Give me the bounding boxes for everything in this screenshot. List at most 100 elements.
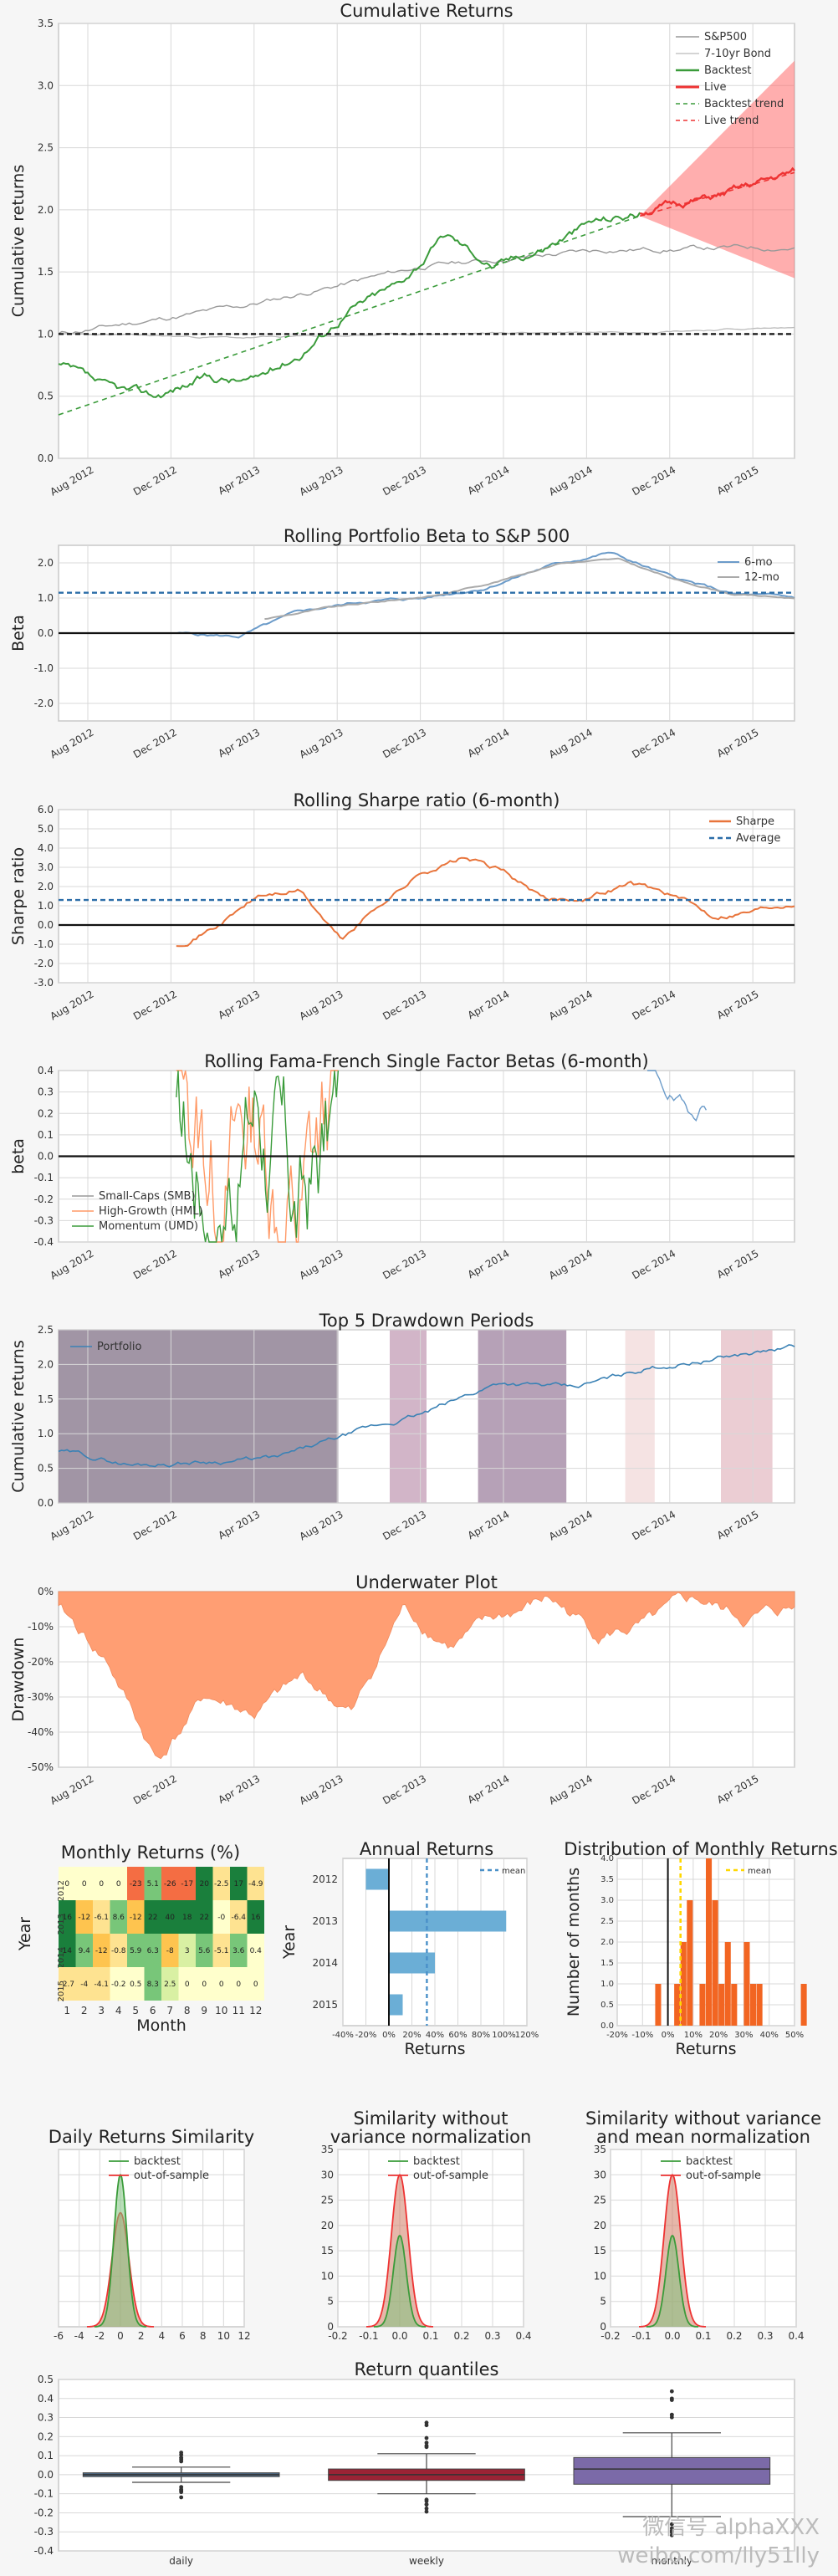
hm-cell-label: 5.6 — [198, 1947, 211, 1955]
hm-cell-label: 20 — [200, 1880, 210, 1889]
hm-xlabel: Month — [136, 2016, 187, 2035]
cumret-xtick: Apr 2015 — [715, 463, 761, 497]
dist-bar — [800, 1984, 807, 2026]
hm-month-label: 11 — [232, 2005, 245, 2016]
hm-cell-label: 14 — [63, 1947, 73, 1955]
ff-xtick: Apr 2014 — [466, 1247, 512, 1280]
ff-ytick: -0.4 — [34, 1236, 54, 1248]
dd-xtick: Dec 2012 — [131, 1508, 179, 1542]
rq-outlier — [669, 2526, 674, 2531]
sim-novar-mean-xtick: 0.0 — [664, 2330, 680, 2342]
hm-cell — [230, 1934, 248, 1967]
dist-legend-label: mean — [748, 1867, 771, 1876]
cumret-plot-area — [58, 23, 795, 459]
rq-outlier — [424, 2509, 429, 2514]
dist-title: Distribution of Monthly Returns — [564, 1839, 838, 1859]
dist-xtick: 40% — [760, 2031, 779, 2040]
hm-year-label: 2015 — [57, 1981, 66, 2001]
ar-year-label: 2012 — [312, 1873, 338, 1885]
ff-legend-label: Small-Caps (SMB) — [99, 1190, 196, 1203]
sim-novar-ytick: 25 — [321, 2195, 334, 2206]
ff-xtick: Dec 2014 — [630, 1247, 677, 1281]
rq-ytick: 0.5 — [38, 2374, 54, 2385]
hm-month-label: 2 — [81, 2005, 88, 2016]
hm-year-label: 2013 — [57, 1914, 66, 1935]
cumret-legend-label: Live trend — [704, 115, 759, 127]
cumret-xtick: Apr 2013 — [217, 463, 263, 497]
return-quantiles-chart: -0.4 -0.3 -0.2 -0.1 0.0 0.1 0.2 0.3 0.4 0.5 Return… — [34, 2359, 795, 2567]
ff-legend-label: High-Growth (HML) — [99, 1205, 203, 1218]
rq-outlier — [179, 2451, 184, 2455]
ff-xtick: Aug 2013 — [298, 1247, 345, 1281]
beta-ytick: 1.0 — [38, 592, 54, 604]
cumret-ytick: 2.0 — [38, 204, 54, 216]
rq-outlier — [424, 2443, 429, 2448]
hm-cell — [178, 1967, 196, 2001]
ar-bar — [389, 1910, 507, 1932]
dist-xlabel: Returns — [676, 2040, 737, 2058]
dd-shaded-period — [59, 1330, 339, 1503]
sim-novar-mean-xtick: -0.2 — [600, 2330, 620, 2342]
hm-month-label: 8 — [184, 2005, 191, 2016]
sim-novar-xtick: -0.2 — [328, 2330, 347, 2342]
hm-cell-label: 5.1 — [147, 1880, 159, 1889]
ar-xtick: -40% — [332, 2031, 354, 2040]
sim-novar-mean-ytick: 25 — [594, 2195, 606, 2206]
daily-sim-xtick: 4 — [159, 2330, 166, 2342]
rq-outlier — [179, 2495, 184, 2500]
dist-bar — [655, 1984, 662, 2026]
dd-xtick: Dec 2013 — [381, 1508, 428, 1542]
dd-shaded-period — [625, 1330, 655, 1503]
dist-bar — [699, 1984, 706, 2026]
ff-xtick: Apr 2013 — [217, 1247, 263, 1280]
sharpe-ytick: 2.0 — [38, 881, 54, 892]
fama-french-chart: -0.4 -0.3 -0.2 -0.1 0.0 0.1 0.2 0.3 0.4 Aug 2012 D… — [9, 1051, 795, 1281]
ar-xtick: 100% — [492, 2031, 516, 2040]
ar-legend-label: mean — [502, 1867, 525, 1876]
hm-year-label: 2014 — [57, 1947, 66, 1968]
ff-ytick: -0.3 — [34, 1214, 54, 1226]
hm-cell-label: 0 — [253, 1981, 258, 1989]
dist-ytick: 0.0 — [600, 2021, 614, 2031]
daily-sim-xtick: 8 — [200, 2330, 207, 2342]
dd-title: Top 5 Drawdown Periods — [319, 1311, 534, 1331]
dd-shaded-period — [390, 1330, 427, 1503]
hm-cell — [75, 1867, 93, 1900]
uw-ytick: -20% — [28, 1656, 54, 1668]
ar-year-label: 2014 — [312, 1957, 338, 1969]
ff-smb-line — [647, 1070, 708, 1122]
sharpe-xtick: Dec 2012 — [131, 988, 179, 1022]
rq-ytick: -0.4 — [34, 2545, 54, 2557]
beta-xtick: Dec 2013 — [381, 726, 428, 760]
rq-title: Return quantiles — [355, 2359, 499, 2379]
ar-xtick: 120% — [515, 2031, 539, 2040]
dd-xtick: Apr 2014 — [466, 1508, 512, 1541]
ar-xtick: 60% — [448, 2031, 467, 2040]
hm-ylabel: Year — [16, 1917, 34, 1951]
hm-cell — [110, 1900, 127, 1934]
dist-ytick: 3.5 — [600, 1875, 614, 1884]
hm-cell — [127, 1934, 145, 1967]
dd-shaded-period — [721, 1330, 773, 1503]
dist-xtick: 20% — [709, 2031, 728, 2040]
sim-novar-mean-xtick: 0.3 — [757, 2330, 773, 2342]
uw-xtick: Apr 2013 — [217, 1772, 263, 1806]
dd-ytick: 2.0 — [38, 1358, 54, 1370]
rq-outlier — [424, 2499, 429, 2503]
ar-xtick: 0% — [382, 2031, 396, 2040]
hm-cell-label: 3 — [185, 1947, 190, 1955]
hm-month-label: 7 — [166, 2005, 173, 2016]
uw-xtick: Dec 2014 — [630, 1772, 677, 1807]
beta-title: Rolling Portfolio Beta to S&P 500 — [284, 526, 570, 546]
uw-ytick: -30% — [28, 1691, 54, 1703]
dist-ylabel: Number of months — [565, 1868, 583, 2016]
hm-cell — [144, 1967, 161, 2001]
cumret-ytick: 1.0 — [38, 328, 54, 340]
daily-sim-xtick: -4 — [74, 2330, 84, 2342]
dist-bar — [706, 1858, 713, 2026]
rq-outlier — [669, 2522, 674, 2527]
hm-cell — [247, 1967, 264, 2001]
hm-cell — [196, 1867, 213, 1900]
